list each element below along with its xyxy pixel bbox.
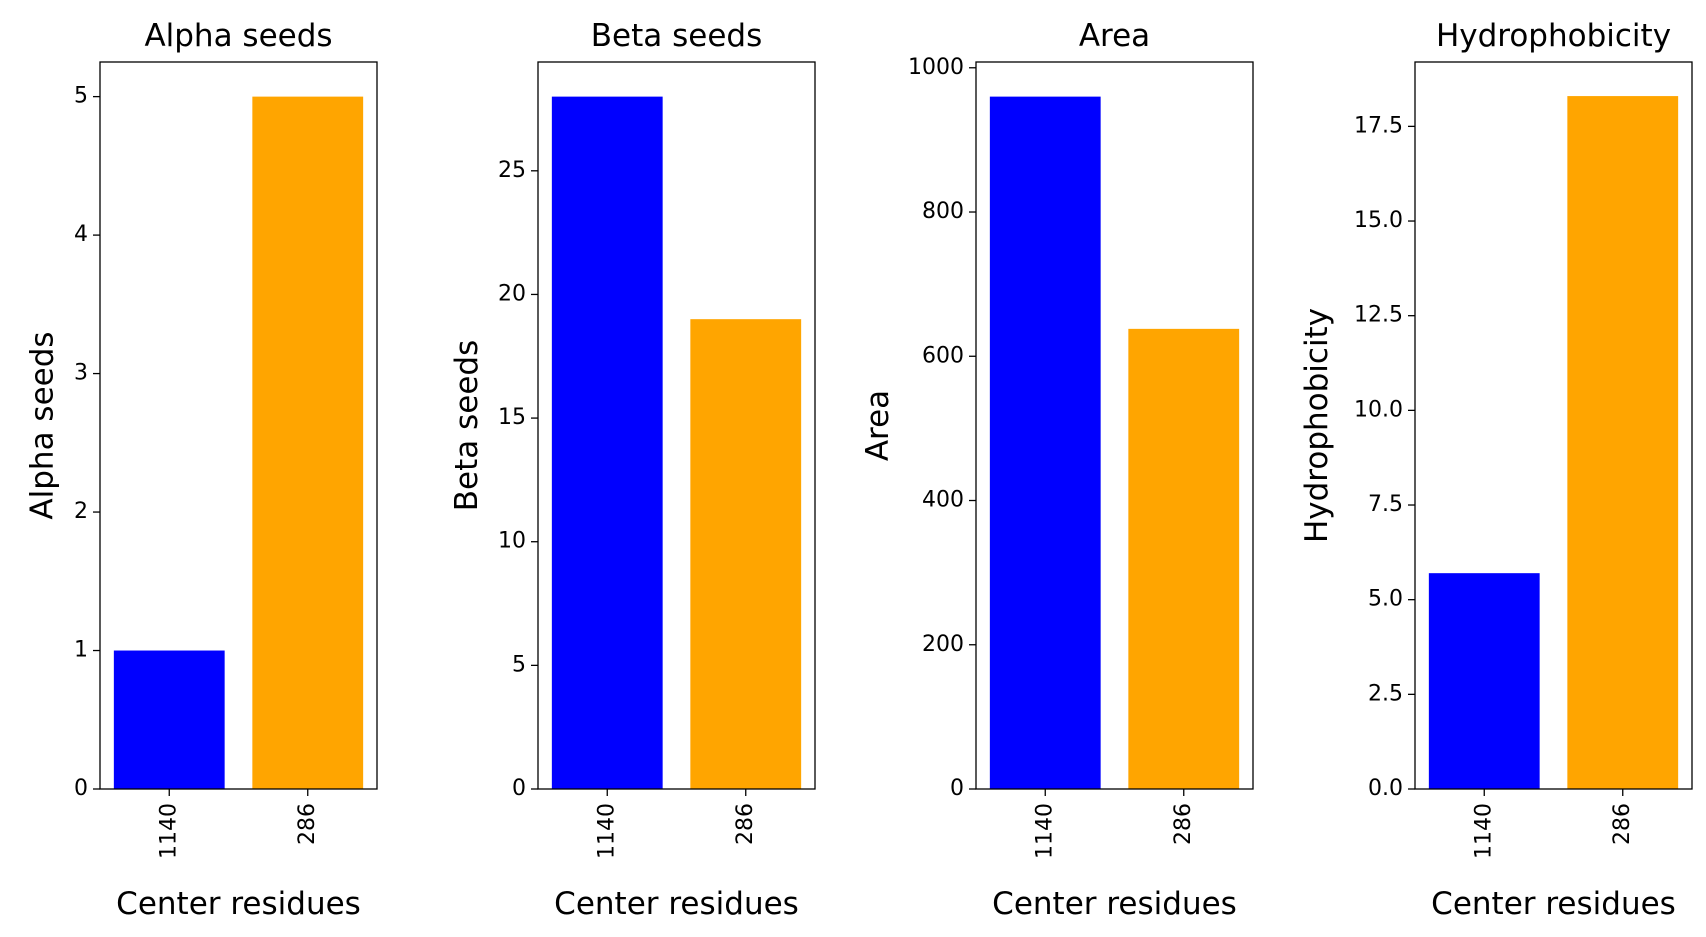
- x-axis-label: Center residues: [116, 886, 361, 922]
- chart-title: Alpha seeds: [144, 18, 332, 54]
- chart-title: Area: [1079, 18, 1150, 54]
- x-tick-label: 286: [733, 803, 758, 845]
- axes-frame: [99, 61, 378, 790]
- y-tick-label: 10: [498, 529, 526, 554]
- y-tick-label: 4: [74, 222, 88, 247]
- bar-1140: [989, 96, 1101, 790]
- y-tick-label: 800: [922, 199, 964, 224]
- y-tick-label: 0: [74, 776, 88, 801]
- y-axis-label: Hydrophobicity: [1299, 308, 1335, 543]
- y-tick-label: 15.0: [1354, 208, 1403, 233]
- bar-286: [252, 96, 364, 790]
- y-tick-label: 5.0: [1368, 587, 1403, 612]
- y-axis-label: Alpha seeds: [25, 331, 61, 519]
- chart-panel-2: 1140 286 0 5 10 15 20 25 Beta seeds Center residu…: [449, 18, 816, 922]
- y-tick-label: 600: [922, 343, 964, 368]
- y-tick-label: 0: [512, 776, 526, 801]
- x-tick-label: 286: [295, 803, 320, 845]
- bar-1140: [1428, 573, 1540, 789]
- y-tick-label: 3: [74, 361, 88, 386]
- y-tick-label: 200: [922, 632, 964, 657]
- y-tick-label: 1000: [908, 55, 964, 80]
- bar-286: [690, 319, 802, 789]
- y-tick-label: 2.5: [1368, 681, 1403, 706]
- bar-1140: [551, 96, 663, 790]
- x-tick-label: 1140: [1471, 803, 1496, 859]
- bar-1140: [113, 650, 225, 789]
- y-tick-label: 1: [74, 638, 88, 663]
- axes-frame: [1414, 61, 1693, 790]
- chart-title: Hydrophobicity: [1436, 18, 1671, 54]
- y-tick-label: 12.5: [1354, 303, 1403, 328]
- y-tick-label: 10.0: [1354, 397, 1403, 422]
- chart-panel-4: 1140 286 0.0 2.5 5.0 7.5 10.0 12.5 15.0 17.5 Hydro…: [1299, 18, 1693, 922]
- x-axis-label: Center residues: [992, 886, 1237, 922]
- axes-frame: [537, 61, 816, 790]
- chart-title: Beta seeds: [591, 18, 762, 54]
- chart-panel-3: 1140 286 0 200 400 600 800 1000 Area Center resid…: [860, 18, 1254, 922]
- bar-286: [1567, 96, 1679, 789]
- y-tick-label: 2: [74, 499, 88, 524]
- y-tick-label: 0: [950, 776, 964, 801]
- x-tick-label: 1140: [594, 803, 619, 859]
- y-tick-label: 5: [512, 652, 526, 677]
- chart-panel-1: 1140 286 0 1 2 3 4 5 Alpha seeds Center residues A…: [25, 18, 378, 922]
- y-tick-label: 20: [498, 281, 526, 306]
- x-axis-label: Center residues: [1431, 886, 1676, 922]
- y-tick-label: 15: [498, 405, 526, 430]
- y-axis-label: Area: [860, 390, 896, 461]
- x-tick-label: 286: [1610, 803, 1635, 845]
- y-axis-label: Beta seeds: [449, 340, 485, 511]
- axes-frame: [975, 61, 1254, 790]
- y-tick-label: 5: [74, 84, 88, 109]
- y-tick-label: 25: [498, 158, 526, 183]
- y-tick-label: 400: [922, 488, 964, 513]
- y-tick-label: 0.0: [1368, 776, 1403, 801]
- x-axis-label: Center residues: [554, 886, 799, 922]
- x-tick-label: 1140: [1032, 803, 1057, 859]
- x-tick-label: 1140: [156, 803, 181, 859]
- y-tick-label: 17.5: [1354, 113, 1403, 138]
- x-tick-label: 286: [1171, 803, 1196, 845]
- y-tick-label: 7.5: [1368, 492, 1403, 517]
- bar-286: [1128, 328, 1240, 789]
